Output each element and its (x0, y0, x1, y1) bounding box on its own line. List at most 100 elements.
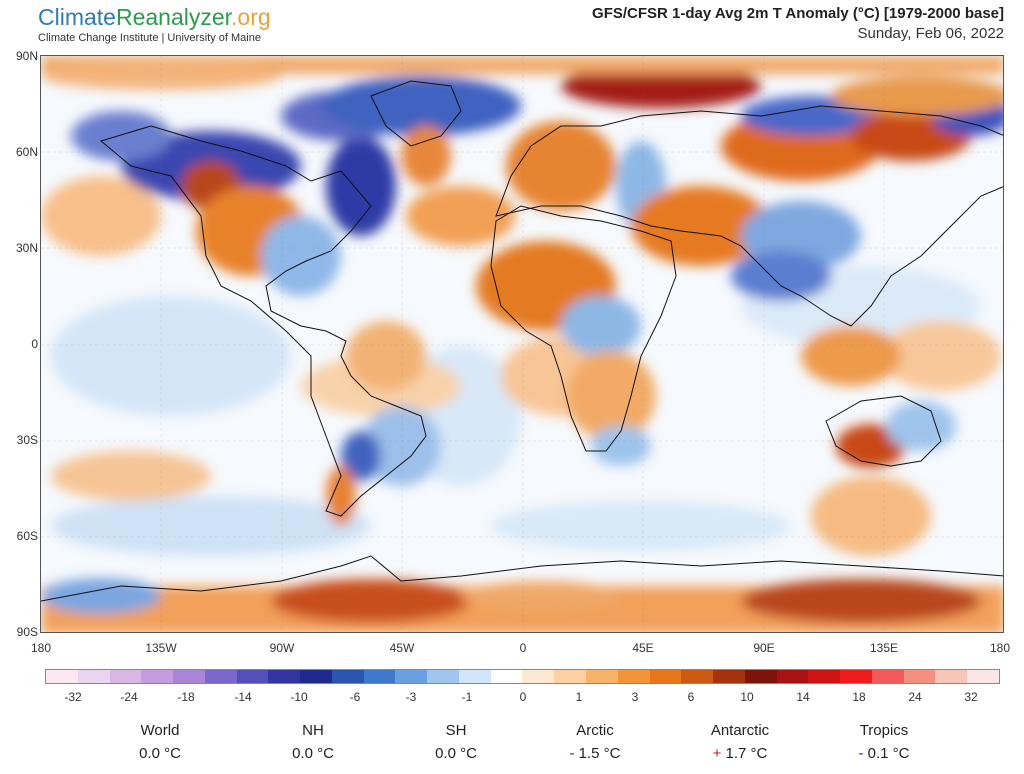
coastlines (41, 80, 1003, 602)
legend-label: 6 (687, 690, 695, 704)
lat-label: 30S (16, 433, 38, 447)
legend-color-cell (744, 670, 777, 683)
legend-label: 32 (964, 690, 978, 704)
legend-color-cell (173, 670, 205, 683)
legend-label: -18 (177, 690, 195, 704)
lon-label: 45E (632, 641, 654, 655)
graticule (41, 56, 1003, 632)
lat-label: 60S (16, 529, 38, 543)
stat-antarctic: Antarctic + 1.7 °C (680, 722, 800, 762)
stat-world: World 0.0 °C (100, 722, 220, 762)
anomaly-map-graphic (41, 56, 1003, 632)
lat-label: 30N (15, 241, 38, 255)
color-legend-bar (45, 669, 1000, 684)
legend-color-cell (649, 670, 682, 683)
stat-name: NH (302, 722, 324, 739)
lat-label: 90N (15, 49, 38, 63)
legend-color-cell (903, 670, 936, 683)
legend-color-cell (204, 670, 237, 683)
anomaly-field (41, 56, 1003, 632)
legend-color-cell (967, 670, 999, 683)
legend-color-cell (871, 670, 904, 683)
legend-color-cell (46, 670, 78, 683)
stat-value-row: + 1.7 °C (680, 745, 800, 762)
legend-label: 18 (852, 690, 866, 704)
stat-name: World (140, 722, 180, 739)
stat-arctic: Arctic - 1.5 °C (535, 722, 655, 762)
stat-name: Antarctic (710, 722, 770, 739)
lon-label: 180 (989, 641, 1011, 655)
legend-color-cell (77, 670, 110, 683)
legend-color-cell (935, 670, 968, 683)
stat-name: Tropics (859, 722, 909, 739)
legend-color-cell (363, 670, 396, 683)
stat-value-row: 0.0 °C (253, 745, 373, 762)
legend-label: -1 (461, 690, 473, 704)
stat-sign: - (858, 745, 864, 762)
lon-label: 90W (269, 641, 295, 655)
legend-label: -32 (64, 690, 82, 704)
stat-sh: SH 0.0 °C (396, 722, 516, 762)
stat-value: 1.5 °C (578, 745, 621, 762)
legend-label: 3 (631, 690, 639, 704)
legend-color-cell (395, 670, 428, 683)
stat-name: Arctic (576, 722, 614, 739)
legend-label: 0 (519, 690, 527, 704)
legend-color-cell (109, 670, 142, 683)
stat-value-row: - 1.5 °C (535, 745, 655, 762)
stat-value-row: - 0.1 °C (824, 745, 944, 762)
lon-label: 45W (389, 641, 415, 655)
logo-part-climate: Climate (38, 4, 116, 30)
legend-color-cell (490, 670, 523, 683)
legend-label: -14 (234, 690, 252, 704)
map-date: Sunday, Feb 06, 2022 (857, 25, 1005, 42)
lon-label: 0 (519, 641, 527, 655)
stat-sign: - (569, 745, 575, 762)
legend-label: -10 (290, 690, 308, 704)
stat-value: 0.0 °C (292, 745, 334, 762)
legend-color-cell (268, 670, 301, 683)
logo-part-reanalyzer: Reanalyzer (115, 4, 232, 30)
legend-color-cell (586, 670, 618, 683)
legend-color-cell (713, 670, 745, 683)
legend-label: -6 (349, 690, 361, 704)
lon-label: 180 (30, 641, 52, 655)
legend-color-cell (522, 670, 555, 683)
legend-color-cell (458, 670, 491, 683)
legend-color-cell (427, 670, 459, 683)
stat-name: SH (445, 722, 467, 739)
stat-value: 0.0 °C (139, 745, 181, 762)
lat-label: 60N (15, 145, 38, 159)
stat-nh: NH 0.0 °C (253, 722, 373, 762)
legend-label: -24 (120, 690, 138, 704)
logo-part-org: .org (231, 4, 271, 30)
legend-color-cell (236, 670, 269, 683)
stat-sign: + (712, 745, 722, 762)
lon-label: 135E (869, 641, 899, 655)
stat-value-row: 0.0 °C (396, 745, 516, 762)
legend-color-cell (840, 670, 872, 683)
anomaly-map[interactable] (40, 55, 1004, 633)
legend-label: 1 (575, 690, 583, 704)
lat-label: 90S (16, 625, 38, 639)
brand-block: ClimateReanalyzer.org Climate Change Ins… (38, 4, 271, 44)
legend-color-cell (776, 670, 809, 683)
legend-color-cell (808, 670, 841, 683)
stat-tropics: Tropics - 0.1 °C (824, 722, 944, 762)
stat-value: 0.0 °C (435, 745, 477, 762)
legend-label: 24 (908, 690, 922, 704)
stat-value-row: 0.0 °C (100, 745, 220, 762)
legend-label: -3 (405, 690, 417, 704)
legend-color-cell (554, 670, 587, 683)
lon-label: 135W (145, 641, 177, 655)
legend-color-cell (300, 670, 332, 683)
lat-label: 0 (31, 337, 38, 351)
affiliation-text: Climate Change Institute | University of… (38, 32, 261, 44)
legend-color-cell (681, 670, 714, 683)
lon-label: 90E (753, 641, 775, 655)
site-logo[interactable]: ClimateReanalyzer.org (38, 4, 271, 30)
legend-color-cell (331, 670, 364, 683)
legend-color-cell (141, 670, 174, 683)
map-title: GFS/CFSR 1-day Avg 2m T Anomaly (°C) [19… (592, 5, 1004, 22)
legend-label: 14 (796, 690, 810, 704)
